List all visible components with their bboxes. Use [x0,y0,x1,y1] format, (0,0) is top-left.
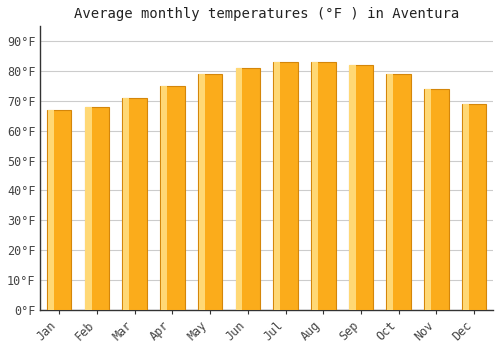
Bar [462,104,486,310]
Bar [274,62,280,310]
Bar [161,86,167,310]
Bar [123,98,130,310]
Bar [386,74,411,310]
Bar [160,86,184,310]
Bar [274,62,298,310]
Bar [312,62,318,310]
Bar [311,62,336,310]
Bar [86,107,91,310]
Bar [47,110,72,310]
Bar [236,68,242,310]
Bar [48,110,54,310]
Bar [84,107,109,310]
Bar [236,68,260,310]
Bar [425,89,431,310]
Title: Average monthly temperatures (°F ) in Aventura: Average monthly temperatures (°F ) in Av… [74,7,460,21]
Bar [350,65,356,310]
Bar [387,74,394,310]
Bar [462,104,469,310]
Bar [424,89,448,310]
Bar [348,65,374,310]
Bar [198,74,222,310]
Bar [198,74,204,310]
Bar [122,98,147,310]
